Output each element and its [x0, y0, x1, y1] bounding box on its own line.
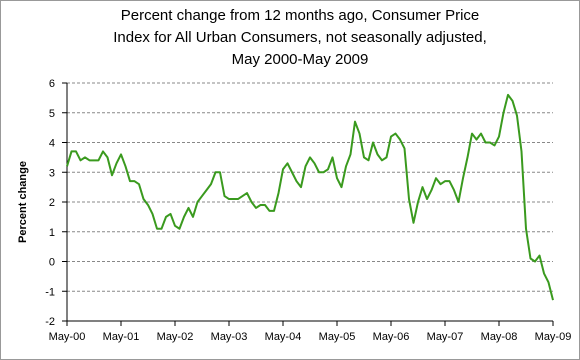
x-tick-label: May-02 — [157, 331, 194, 343]
chart-title: Percent change from 12 months ago, Consu… — [121, 7, 480, 24]
y-tick-label: 2 — [49, 197, 55, 209]
y-tick-label: 5 — [49, 108, 55, 120]
x-tick-label: May-07 — [427, 331, 464, 343]
x-tick-label: May-08 — [481, 331, 518, 343]
chart-title: May 2000-May 2009 — [232, 51, 369, 68]
y-tick-label: -1 — [45, 286, 55, 298]
y-tick-label: 0 — [49, 257, 55, 269]
x-tick-label: May-03 — [211, 331, 248, 343]
x-tick-label: May-00 — [49, 331, 86, 343]
data-line — [66, 93, 554, 301]
y-axis-label: Percent change — [17, 161, 29, 243]
y-tick-label: 4 — [49, 138, 55, 150]
y-tick-label: -2 — [45, 316, 55, 328]
chart-title: Index for All Urban Consumers, not seaso… — [113, 29, 487, 46]
y-tick-label: 6 — [49, 78, 55, 90]
x-tick-label: May-01 — [103, 331, 140, 343]
y-tick-label: 1 — [49, 227, 55, 239]
x-tick-label: May-06 — [373, 331, 410, 343]
x-tick-label: May-09 — [535, 331, 572, 343]
x-tick-label: May-05 — [319, 331, 356, 343]
x-tick-label: May-04 — [265, 331, 302, 343]
y-tick-label: 3 — [49, 167, 55, 179]
